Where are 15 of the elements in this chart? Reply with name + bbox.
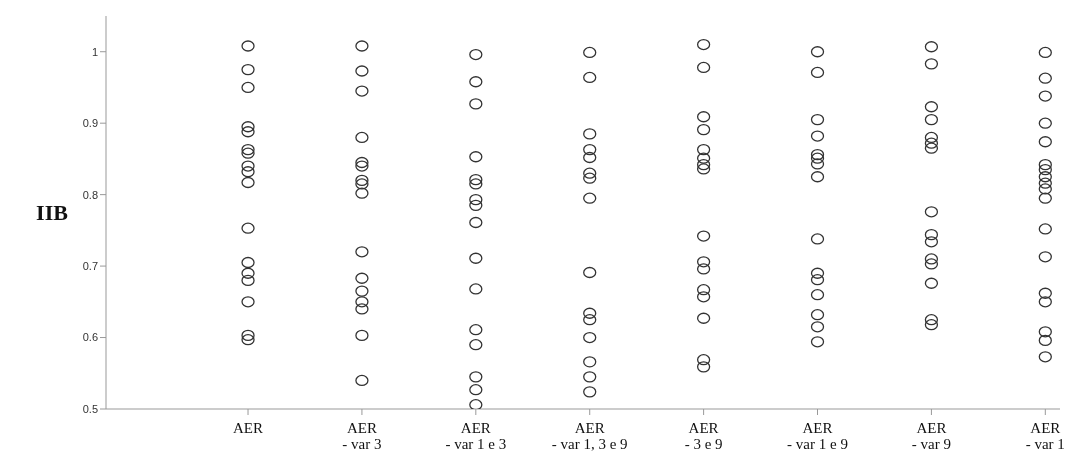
y-tick-label: 0.7: [82, 260, 98, 272]
y-tick-label: 0.6: [82, 331, 98, 344]
y-tick-label: 0.5: [82, 402, 98, 415]
y-tick-label: 1: [91, 45, 98, 58]
y-tick-label: 0.8: [82, 188, 98, 201]
x-tick-label: AER - var 1 e 9: [787, 420, 848, 452]
x-tick-label: AER - var 1 e 3: [445, 420, 507, 452]
y-tick-label: 0.9: [82, 117, 98, 130]
x-tick-label: AER - var 3: [342, 420, 382, 452]
x-tick-label: AER - 3 e 9: [684, 420, 723, 452]
x-tick-label: AER - var 1: [1025, 420, 1065, 452]
x-tick-label: AER: [233, 420, 264, 436]
x-tick-label: AER - var 1, 3 e 9: [551, 420, 628, 452]
x-tick-label: AER - var 9: [911, 420, 951, 452]
y-axis-title: IIB: [36, 199, 69, 225]
